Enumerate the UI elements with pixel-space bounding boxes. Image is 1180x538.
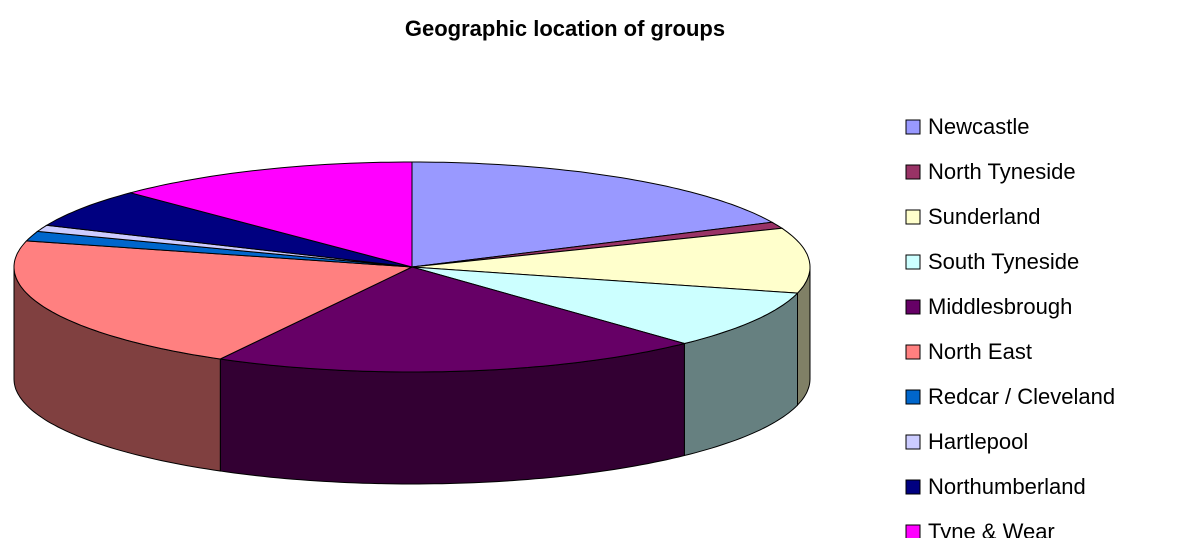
legend-swatch bbox=[905, 254, 921, 270]
pie-slice bbox=[128, 161, 413, 268]
pie-slice bbox=[45, 192, 413, 268]
legend-swatch bbox=[905, 389, 921, 405]
legend-label: Tyne & Wear bbox=[928, 519, 1055, 538]
pie-slice bbox=[218, 266, 687, 373]
legend-label: Sunderland bbox=[928, 204, 1041, 229]
pie-slice bbox=[13, 240, 414, 360]
pie-slice bbox=[411, 227, 811, 294]
legend-swatch bbox=[905, 344, 921, 360]
legend-swatch bbox=[905, 119, 921, 135]
legend-label: Hartlepool bbox=[928, 429, 1028, 454]
legend-swatch bbox=[905, 209, 921, 225]
legend-swatch bbox=[905, 479, 921, 495]
legend-swatch bbox=[905, 164, 921, 180]
legend-swatch bbox=[905, 524, 921, 538]
legend-swatch bbox=[905, 299, 921, 315]
pie-slice bbox=[411, 161, 774, 268]
legend-label: South Tyneside bbox=[928, 249, 1079, 274]
pie-slice bbox=[411, 266, 799, 345]
legend-label: Newcastle bbox=[928, 114, 1029, 139]
legend-label: Middlesbrough bbox=[928, 294, 1072, 319]
legend-label: Northumberland bbox=[928, 474, 1086, 499]
legend-label: North East bbox=[928, 339, 1032, 364]
chart-title: Geographic location of groups bbox=[405, 16, 725, 41]
legend-label: Redcar / Cleveland bbox=[928, 384, 1115, 409]
legend-swatch bbox=[905, 434, 921, 450]
legend-label: North Tyneside bbox=[928, 159, 1076, 184]
